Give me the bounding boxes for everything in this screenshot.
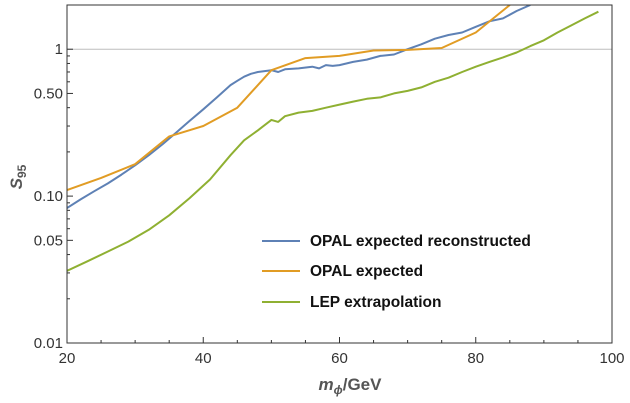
series-layer: [67, 5, 599, 272]
x-axis-title-base: m: [319, 375, 334, 394]
y-tick-label: 0.50: [34, 85, 63, 102]
legend-label-2: LEP extrapolation: [310, 294, 442, 311]
series-line-2: [67, 10, 599, 272]
x-tick-label: 80: [467, 350, 484, 367]
legend-entry: OPAL expected reconstructed: [262, 233, 531, 250]
x-tick-label: 40: [195, 350, 212, 367]
tick-layer: 20 40 60 80 100 0.01 0.05 0.10 0.50 1: [34, 41, 625, 367]
legend-entry: LEP extrapolation: [262, 294, 442, 311]
x-tick-label: 60: [331, 350, 348, 367]
y-axis-title: S95: [7, 164, 29, 189]
legend: OPAL expected reconstructed OPAL expecte…: [262, 233, 531, 311]
y-tick-label: 1: [55, 41, 63, 58]
x-tick-label: 20: [59, 350, 76, 367]
x-axis-title-unit: /GeV: [343, 375, 382, 394]
legend-entry: OPAL expected: [262, 263, 423, 280]
y-tick-label: 0.10: [34, 188, 63, 205]
x-axis-title-sub: ϕ: [334, 383, 343, 397]
series-line-1: [67, 5, 511, 191]
y-tick-label: 0.01: [34, 335, 63, 352]
y-axis-title-sub: 95: [15, 164, 29, 178]
y-axis-title-base: S: [7, 177, 26, 189]
x-axis-title: mϕ/GeV: [319, 375, 383, 397]
series-line-0: [67, 5, 531, 209]
legend-label-0: OPAL expected reconstructed: [310, 233, 531, 250]
x-tick-label: 100: [599, 350, 624, 367]
y-tick-label: 0.05: [34, 232, 63, 249]
legend-label-1: OPAL expected: [310, 263, 423, 280]
